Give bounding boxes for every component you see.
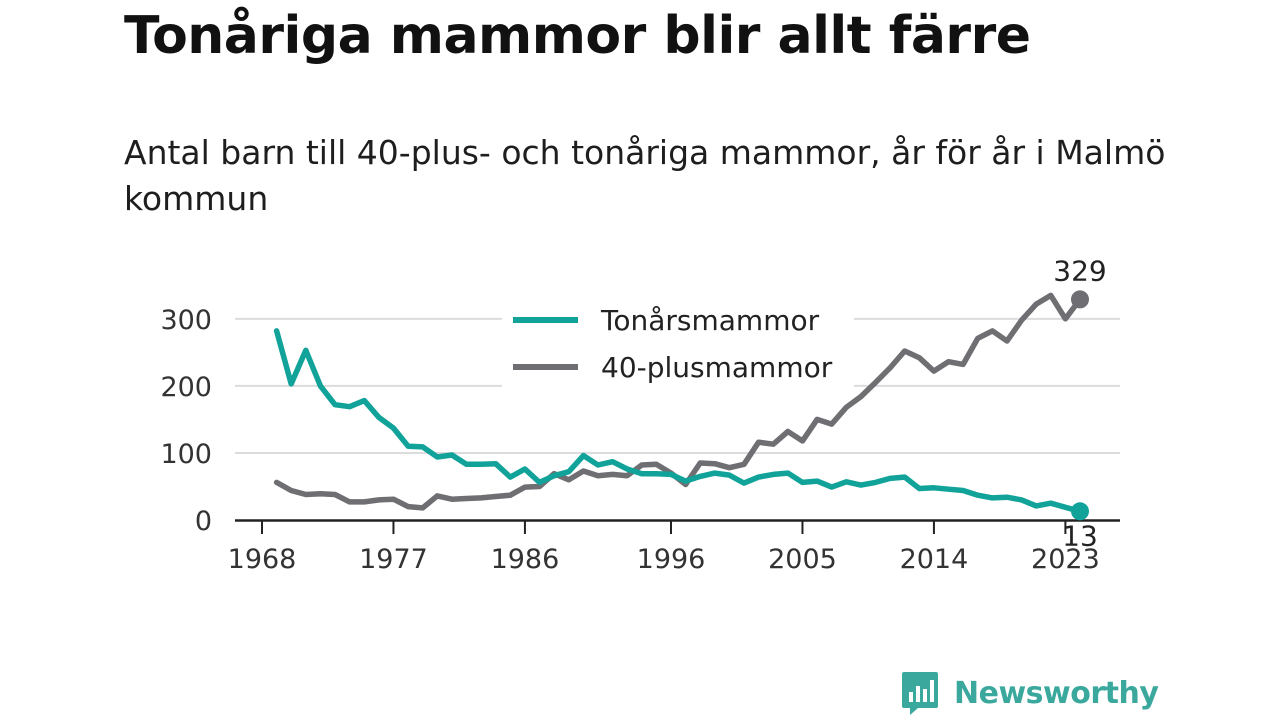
series-line-tonarsmammor [273, 328, 1083, 515]
newsworthy-logo: Newsworthy [900, 670, 1159, 716]
newsworthy-logo-text: Newsworthy [954, 675, 1159, 711]
end-label-40-plusmammor: 329 [1053, 254, 1106, 287]
x-tick-label-1977: 1977 [359, 544, 428, 575]
y-tick-label-100: 100 [160, 439, 212, 470]
legend-label-tonarsmammor: Tonårsmammor [600, 304, 820, 337]
legend-label-40-plusmammor: 40-plusmammor [601, 351, 833, 384]
series-lines [273, 290, 1089, 521]
chart-title: Tonåriga mammor blir allt färre [124, 6, 1031, 66]
end-point-tonarsmammor [1071, 502, 1089, 521]
x-tick-label-1986: 1986 [491, 544, 560, 575]
y-tick-label-200: 200 [160, 372, 212, 403]
chart-subtitle: Antal barn till 40-plus- och tonåriga ma… [124, 133, 1166, 218]
newsworthy-logo-icon [902, 672, 938, 715]
legend-background [502, 296, 854, 396]
y-tick-labels: 0 100 200 300 [160, 305, 212, 537]
x-tick-label-2023: 2023 [1031, 544, 1100, 575]
x-tick-label-1968: 1968 [228, 544, 297, 575]
x-tick-label-1996: 1996 [637, 544, 706, 575]
end-label-tonarsmammor: 13 [1062, 519, 1098, 552]
y-tick-label-300: 300 [160, 305, 212, 336]
x-tick-labels: 1968 1977 1986 1996 2005 2014 2023 [228, 520, 1100, 575]
legend: Tonårsmammor 40-plusmammor [502, 296, 854, 396]
end-labels: 13 329 [1053, 254, 1106, 552]
y-tick-label-0: 0 [195, 506, 212, 537]
x-tick-label-2014: 2014 [900, 544, 969, 575]
x-tick-label-2005: 2005 [768, 544, 837, 575]
end-point-40-plusmammor [1071, 290, 1089, 309]
